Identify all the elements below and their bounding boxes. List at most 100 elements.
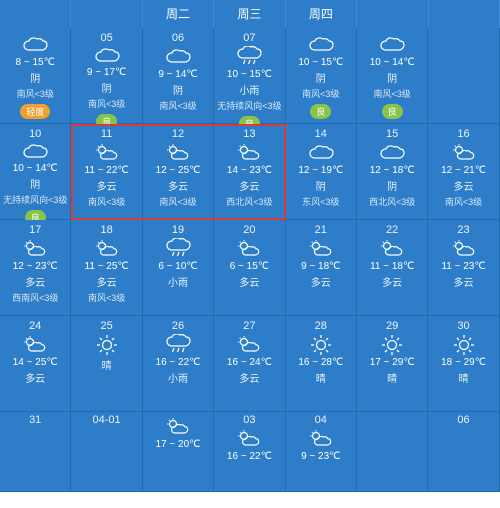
- condition: 多云: [239, 274, 259, 289]
- day-cell[interactable]: 2716 ~ 24℃多云: [214, 316, 285, 412]
- calendar-grid: 8 ~ 15℃阴南风<3级轻度059 ~ 17℃阴南风<3级良069 ~ 14℃…: [0, 28, 500, 492]
- condition: 多云: [239, 370, 259, 385]
- day-cell[interactable]: 1412 ~ 19℃阴东风<3级: [286, 124, 357, 220]
- day-number: 03: [243, 414, 255, 426]
- day-cell[interactable]: 219 ~ 18℃多云: [286, 220, 357, 316]
- day-cell[interactable]: 0710 ~ 15℃小雨无持续风向<3级良: [214, 28, 285, 124]
- day-number: 25: [100, 320, 112, 332]
- temperature: 9 ~ 23℃: [301, 451, 340, 462]
- wind: 南风<3级: [159, 195, 196, 208]
- day-cell[interactable]: 1811 ~ 25℃多云南风<3级: [71, 220, 142, 316]
- weather-icon: [165, 239, 191, 259]
- weather-icon: [165, 47, 191, 67]
- day-cell[interactable]: [428, 28, 499, 124]
- day-cell[interactable]: 2816 ~ 28℃晴: [286, 316, 357, 412]
- condition: 多云: [454, 178, 474, 193]
- day-cell[interactable]: 1712 ~ 23℃多云西南风<3级: [0, 220, 71, 316]
- weather-icon: [236, 335, 262, 355]
- day-cell[interactable]: 1612 ~ 21℃多云南风<3级: [428, 124, 499, 220]
- condition: 小雨: [168, 274, 188, 289]
- condition: 晴: [316, 370, 326, 385]
- condition: 小雨: [239, 82, 259, 97]
- day-number: 20: [243, 224, 255, 236]
- day-cell[interactable]: 2917 ~ 29℃晴: [357, 316, 428, 412]
- day-number: 18: [100, 224, 112, 236]
- day-cell[interactable]: 2211 ~ 18℃多云: [357, 220, 428, 316]
- condition: 多云: [97, 274, 117, 289]
- day-cell[interactable]: 17 ~ 20℃: [143, 412, 214, 492]
- day-cell[interactable]: 1212 ~ 25℃多云南风<3级: [143, 124, 214, 220]
- condition: 小雨: [168, 370, 188, 385]
- day-cell[interactable]: 10 ~ 15℃阴南风<3级良: [286, 28, 357, 124]
- weather-icon: [165, 143, 191, 163]
- temperature: 10 ~ 15℃: [298, 57, 343, 68]
- condition: 晴: [459, 370, 469, 385]
- day-number: 19: [172, 224, 184, 236]
- temperature: 12 ~ 18℃: [370, 165, 415, 176]
- wind: 西北风<3级: [226, 195, 272, 208]
- temperature: 6 ~ 10℃: [158, 261, 197, 272]
- day-cell[interactable]: 0316 ~ 22℃: [214, 412, 285, 492]
- wind: 东风<3级: [302, 195, 339, 208]
- day-cell[interactable]: 1111 ~ 22℃多云南风<3级: [71, 124, 142, 220]
- day-cell[interactable]: 25 晴: [71, 316, 142, 412]
- temperature: 12 ~ 25℃: [156, 165, 201, 176]
- day-number: 31: [29, 414, 41, 426]
- weekday-header: [71, 0, 142, 28]
- condition: 多云: [454, 274, 474, 289]
- weekday-header: [357, 0, 428, 28]
- day-cell[interactable]: 1512 ~ 18℃阴西北风<3级: [357, 124, 428, 220]
- condition: 多云: [97, 178, 117, 193]
- temperature: 14 ~ 25℃: [13, 357, 58, 368]
- day-cell[interactable]: 059 ~ 17℃阴南风<3级良: [71, 28, 142, 124]
- condition: 阴: [30, 70, 40, 85]
- day-cell[interactable]: 19 6 ~ 10℃ 小雨: [143, 220, 214, 316]
- day-cell[interactable]: 049 ~ 23℃: [286, 412, 357, 492]
- weekday-header: 周三: [214, 0, 285, 28]
- day-cell[interactable]: 8 ~ 15℃阴南风<3级轻度: [0, 28, 71, 124]
- day-number: 06: [172, 32, 184, 44]
- temperature: 12 ~ 19℃: [298, 165, 343, 176]
- day-number: 04-01: [93, 414, 121, 426]
- weather-icon: [308, 239, 334, 259]
- condition: 多云: [311, 274, 331, 289]
- temperature: 11 ~ 22℃: [85, 165, 129, 176]
- wind: 南风<3级: [88, 97, 125, 110]
- day-cell[interactable]: 2311 ~ 23℃多云: [428, 220, 499, 316]
- day-cell[interactable]: 2414 ~ 25℃多云: [0, 316, 71, 412]
- condition: 阴: [387, 178, 397, 193]
- condition: 多云: [25, 370, 45, 385]
- temperature: 12 ~ 23℃: [13, 261, 58, 272]
- weather-icon: [308, 35, 334, 55]
- temperature: 10 ~ 14℃: [370, 57, 415, 68]
- condition: 晴: [102, 357, 112, 372]
- wind: 无持续风向<3级: [217, 99, 281, 112]
- day-number: 30: [457, 320, 469, 332]
- temperature: 14 ~ 23℃: [227, 165, 272, 176]
- temperature: 12 ~ 21℃: [441, 165, 486, 176]
- day-cell[interactable]: 206 ~ 15℃多云: [214, 220, 285, 316]
- wind: 无持续风向<3级: [3, 193, 67, 206]
- day-cell[interactable]: 3018 ~ 29℃晴: [428, 316, 499, 412]
- day-cell[interactable]: 2616 ~ 22℃小雨: [143, 316, 214, 412]
- weather-icon: [94, 143, 120, 163]
- wind: 南风<3级: [17, 87, 54, 100]
- day-cell[interactable]: 1010 ~ 14℃阴无持续风向<3级良: [0, 124, 71, 220]
- day-cell[interactable]: 069 ~ 14℃阴南风<3级: [143, 28, 214, 124]
- weather-icon: [379, 239, 405, 259]
- weather-icon: [451, 239, 477, 259]
- weather-icon: [236, 143, 262, 163]
- day-cell[interactable]: 1314 ~ 23℃多云西北风<3级: [214, 124, 285, 220]
- weather-icon: [22, 35, 48, 55]
- day-cell[interactable]: 31: [0, 412, 71, 492]
- weather-icon: [379, 35, 405, 55]
- weather-icon: [381, 335, 403, 355]
- weather-icon: [308, 429, 334, 449]
- day-cell[interactable]: 06: [428, 412, 499, 492]
- day-cell[interactable]: [357, 412, 428, 492]
- condition: 多云: [168, 178, 188, 193]
- condition: 阴: [173, 82, 183, 97]
- day-number: 05: [100, 32, 112, 44]
- day-cell[interactable]: 10 ~ 14℃阴南风<3级良: [357, 28, 428, 124]
- day-cell[interactable]: 04-01: [71, 412, 142, 492]
